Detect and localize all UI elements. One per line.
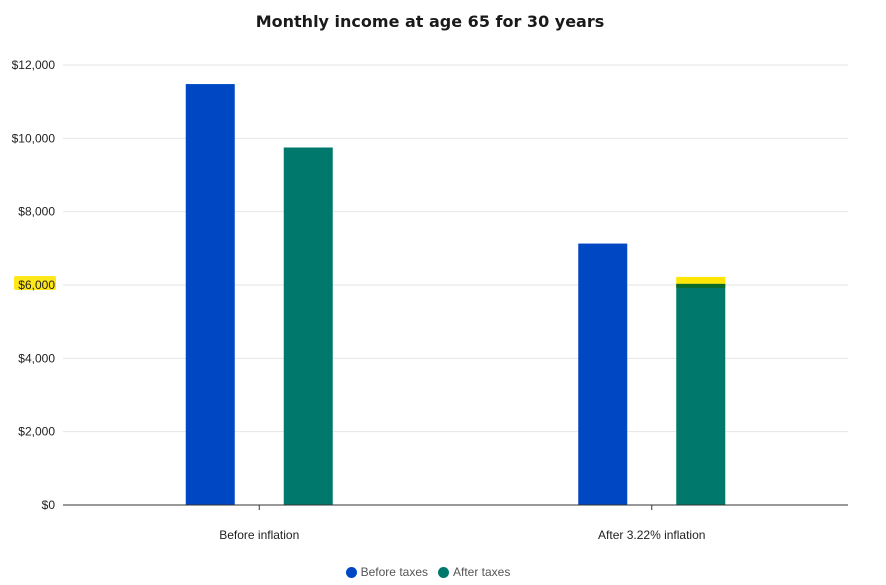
highlight-layer (14, 276, 726, 290)
x-tick-label: Before inflation (219, 528, 299, 542)
y-tick-label: $2,000 (18, 425, 55, 439)
legend-item-before-taxes[interactable]: Before taxes (345, 565, 428, 579)
legend-swatch-after-taxes (438, 566, 449, 578)
bar-top-mark (676, 283, 726, 288)
bar-chart: $0 $2,000 $4,000 $6,000 $8,000 $10,000 $12,000… (12, 58, 848, 542)
legend: Before taxes After taxes (0, 565, 856, 579)
legend-label-after-taxes: After taxes (453, 565, 511, 579)
y-tick-label: $6,000 (18, 278, 55, 292)
bars (185, 84, 726, 506)
gridlines (63, 64, 848, 433)
bar-highlight (676, 276, 726, 284)
x-tick-label: After 3.22% inflation (598, 528, 705, 542)
bar-before-taxes[interactable] (578, 243, 628, 506)
y-tick-label: $12,000 (12, 58, 56, 72)
legend-label-before-taxes: Before taxes (360, 565, 428, 579)
bar-after-taxes[interactable] (283, 147, 333, 506)
y-axis: $0 $2,000 $4,000 $6,000 $8,000 $10,000 $12,000 (12, 58, 56, 512)
y-tick-label: $4,000 (18, 351, 55, 365)
y-tick-label: $8,000 (18, 205, 55, 219)
legend-swatch-before-taxes (345, 566, 357, 578)
bar-before-taxes[interactable] (185, 84, 235, 506)
bar-after-taxes[interactable] (676, 283, 726, 505)
y-tick-label: $10,000 (12, 131, 56, 145)
x-axis: Before inflation After 3.22% inflation (63, 504, 848, 542)
chart-title: Monthly income at age 65 for 30 years (255, 12, 605, 31)
tick-highlight (14, 276, 56, 290)
legend-item-after-taxes[interactable]: After taxes (438, 565, 510, 579)
y-tick-label: $0 (42, 498, 56, 512)
